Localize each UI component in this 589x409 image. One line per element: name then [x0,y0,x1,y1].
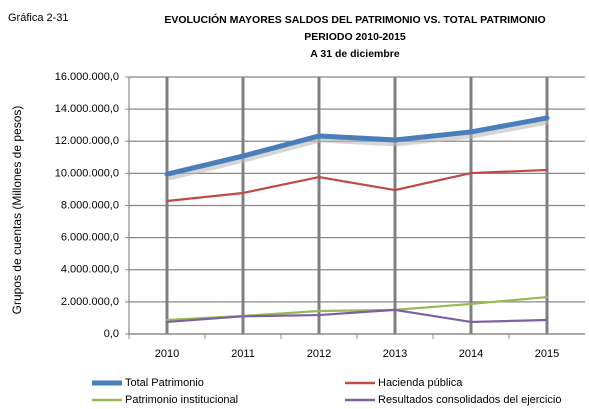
y-tick-label: 14.000.000,0 [55,103,119,115]
y-axis-label: Grupos de cuentas (Millones de pesos) [10,106,24,315]
legend-label: Patrimonio institucional [125,394,238,406]
series-line [164,115,550,177]
figure-label: Gráfica 2-31 [8,12,69,24]
x-tick-label: 2010 [155,348,179,360]
x-tick-label: 2012 [307,348,331,360]
y-tick-label: 2.000.000,0 [61,296,119,308]
legend-label: Resultados consolidados del ejercicio [378,394,561,406]
chart-title: A 31 de diciembre [310,48,400,60]
x-tick-label: 2011 [231,348,255,360]
y-tick-label: 10.000.000,0 [55,167,119,179]
y-tick-label: 0,0 [104,328,119,340]
x-tick-label: 2014 [459,348,483,360]
chart-title: EVOLUCIÓN MAYORES SALDOS DEL PATRIMONIO … [164,13,545,26]
series-line [165,168,549,203]
series-line [165,295,549,322]
legend-label: Hacienda pública [378,377,463,389]
x-tick-label: 2015 [535,348,559,360]
chart-title: PERIODO 2010-2015 [304,31,406,43]
series-line [165,308,549,324]
legend-label: Total Patrimonio [125,377,204,389]
y-tick-label: 4.000.000,0 [61,264,119,276]
y-tick-label: 8.000.000,0 [61,199,119,211]
y-tick-label: 12.000.000,0 [55,135,119,147]
x-tick-label: 2013 [383,348,407,360]
y-tick-label: 16.000.000,0 [55,71,119,83]
y-tick-label: 6.000.000,0 [61,232,119,244]
